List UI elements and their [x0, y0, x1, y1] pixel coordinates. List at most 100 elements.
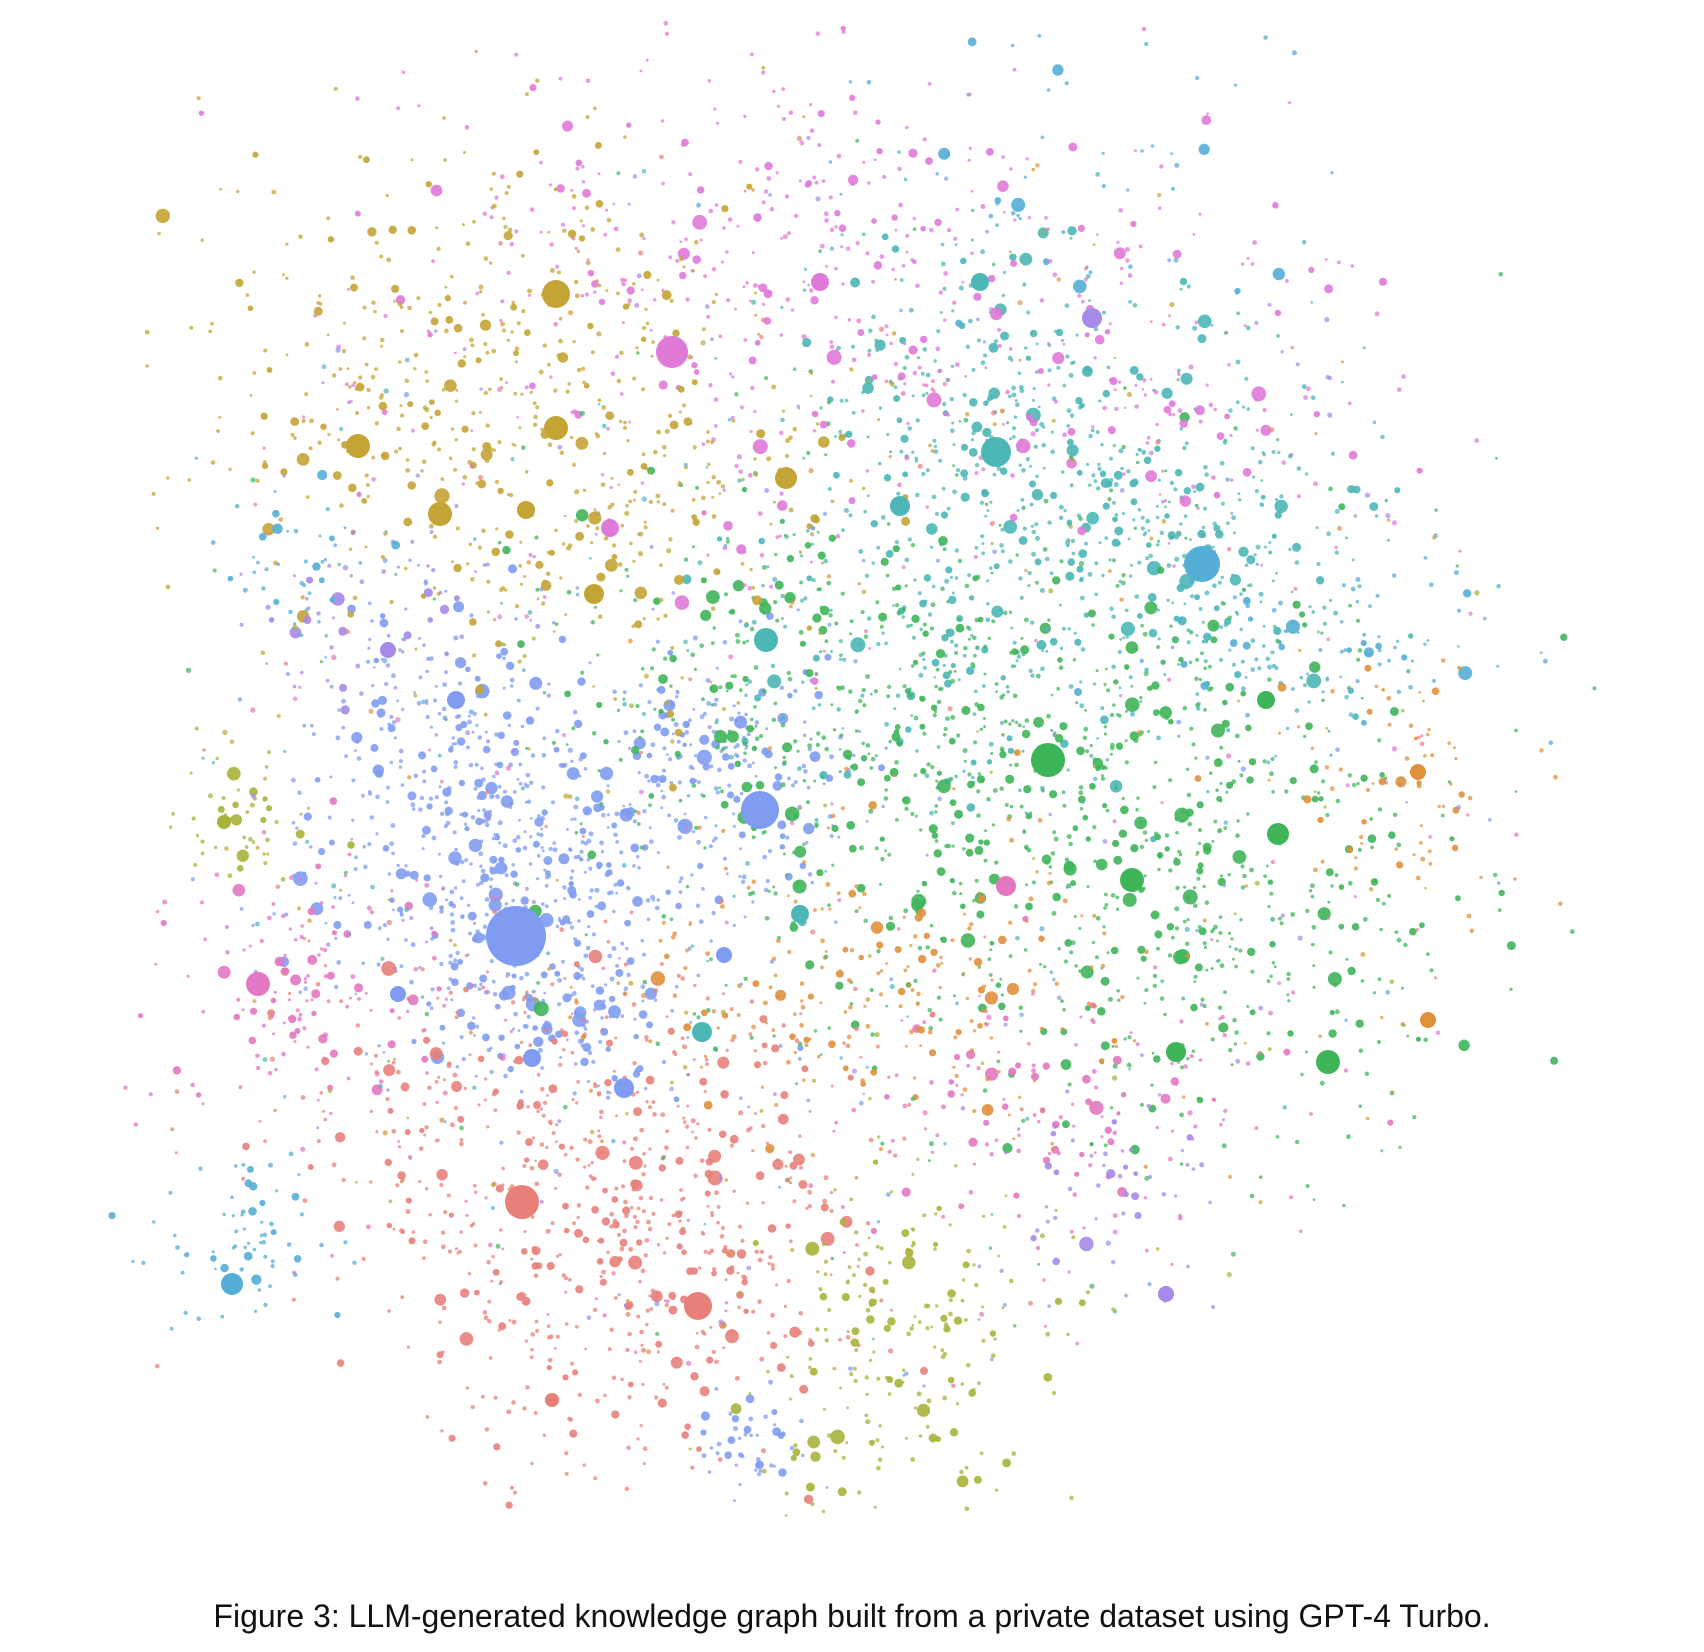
graph-node: [862, 891, 867, 897]
graph-node: [1203, 659, 1208, 664]
graph-node: [1206, 112, 1209, 116]
graph-node: [722, 753, 730, 761]
graph-node: [495, 896, 499, 900]
graph-node: [999, 750, 1007, 759]
graph-node: [989, 500, 993, 504]
graph-node: [1031, 551, 1037, 557]
graph-node: [1118, 448, 1124, 454]
graph-node: [934, 218, 942, 227]
graph-node: [650, 894, 656, 900]
graph-node: [502, 789, 507, 794]
graph-node: [963, 645, 968, 651]
graph-node: [698, 919, 704, 924]
graph-node: [933, 444, 938, 449]
graph-node: [895, 817, 899, 822]
graph-node: [1216, 432, 1225, 440]
graph-node: [442, 682, 447, 687]
graph-node: [1245, 724, 1252, 732]
graph-node: [601, 999, 606, 1004]
graph-node: [897, 482, 902, 488]
graph-node: [1095, 172, 1101, 177]
graph-node: [1195, 657, 1200, 662]
graph-node: [555, 924, 560, 929]
graph-node: [1106, 365, 1111, 370]
graph-node: [1138, 448, 1143, 452]
graph-node: [731, 419, 736, 423]
graph-node: [597, 172, 601, 176]
graph-node: [1410, 659, 1414, 663]
graph-node: [1208, 664, 1212, 669]
graph-node: [1044, 216, 1048, 220]
graph-node: [522, 845, 528, 851]
graph-node: [982, 1088, 988, 1093]
graph-node: [711, 1349, 716, 1355]
graph-node: [1170, 186, 1175, 191]
graph-node: [473, 1243, 478, 1248]
graph-node: [1103, 892, 1108, 897]
graph-node: [727, 791, 735, 799]
graph-node: [883, 474, 892, 482]
graph-node: [855, 278, 859, 282]
graph-node: [1211, 839, 1215, 843]
graph-node: [521, 445, 526, 450]
graph-node: [984, 1142, 990, 1147]
graph-node: [974, 878, 979, 883]
graph-node: [1289, 777, 1297, 785]
graph-node: [525, 716, 535, 725]
graph-node: [1139, 700, 1143, 703]
graph-node: [953, 669, 957, 673]
graph-node: [463, 1086, 467, 1091]
graph-node: [747, 679, 752, 684]
graph-node: [875, 600, 880, 605]
graph-node: [1200, 997, 1205, 1002]
graph-node: [1560, 633, 1568, 641]
graph-node: [426, 1001, 432, 1007]
graph-node: [437, 302, 442, 308]
graph-node: [282, 967, 289, 975]
graph-node: [640, 1268, 646, 1274]
graph-node: [551, 740, 557, 746]
graph-node: [477, 545, 482, 550]
graph-node: [1143, 456, 1152, 465]
graph-node: [218, 415, 222, 419]
graph-node: [1102, 310, 1106, 315]
graph-node: [809, 103, 813, 107]
graph-node: [1135, 460, 1140, 465]
graph-node: [928, 1141, 934, 1147]
graph-node: [834, 315, 838, 320]
graph-node: [1148, 628, 1158, 638]
graph-node: [351, 731, 363, 744]
graph-node: [738, 619, 743, 624]
graph-node: [536, 1072, 541, 1077]
graph-node: [1007, 747, 1015, 755]
graph-node: [695, 485, 700, 490]
graph-node: [1183, 885, 1187, 889]
graph-node: [157, 231, 161, 236]
graph-node: [779, 833, 786, 840]
graph-node: [732, 704, 736, 708]
graph-node: [440, 1230, 446, 1235]
graph-node: [424, 882, 430, 888]
graph-node: [942, 286, 947, 291]
graph-node: [1004, 802, 1009, 807]
graph-node: [1294, 708, 1300, 713]
graph-node: [1100, 1041, 1110, 1051]
graph-node: [469, 862, 473, 866]
graph-node: [830, 1084, 834, 1088]
graph-node: [576, 1079, 580, 1084]
graph-node: [1233, 426, 1238, 431]
graph-node: [597, 614, 603, 619]
graph-node: [927, 1007, 932, 1013]
graph-node: [751, 1149, 755, 1153]
graph-node: [773, 891, 778, 896]
graph-node: [281, 913, 286, 919]
graph-node: [1159, 996, 1165, 1001]
graph-node: [537, 1159, 549, 1170]
graph-node: [867, 348, 872, 353]
graph-node: [885, 333, 889, 337]
graph-node: [586, 910, 595, 918]
graph-node: [552, 630, 556, 633]
graph-node: [395, 868, 407, 880]
graph-node: [1379, 927, 1383, 932]
graph-node: [1429, 968, 1434, 973]
